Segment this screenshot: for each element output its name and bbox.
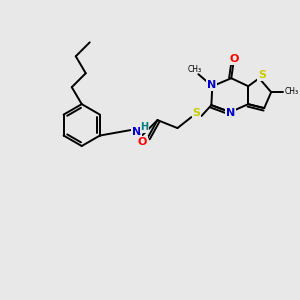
Text: S: S — [258, 70, 266, 80]
Text: H: H — [140, 122, 148, 132]
Text: H: H — [140, 122, 148, 132]
Text: O: O — [138, 137, 147, 147]
Text: O: O — [138, 137, 147, 147]
Text: N: N — [132, 127, 141, 137]
Text: N: N — [207, 80, 216, 90]
Text: S: S — [192, 108, 200, 118]
Text: N: N — [207, 80, 216, 90]
Text: O: O — [230, 54, 239, 64]
Text: CH₃: CH₃ — [187, 65, 202, 74]
Text: N: N — [132, 127, 141, 137]
Text: S: S — [192, 108, 200, 118]
Text: O: O — [230, 54, 239, 64]
Text: S: S — [258, 70, 266, 80]
Text: CH₃: CH₃ — [285, 87, 299, 96]
Text: N: N — [226, 108, 235, 118]
Text: N: N — [226, 108, 235, 118]
